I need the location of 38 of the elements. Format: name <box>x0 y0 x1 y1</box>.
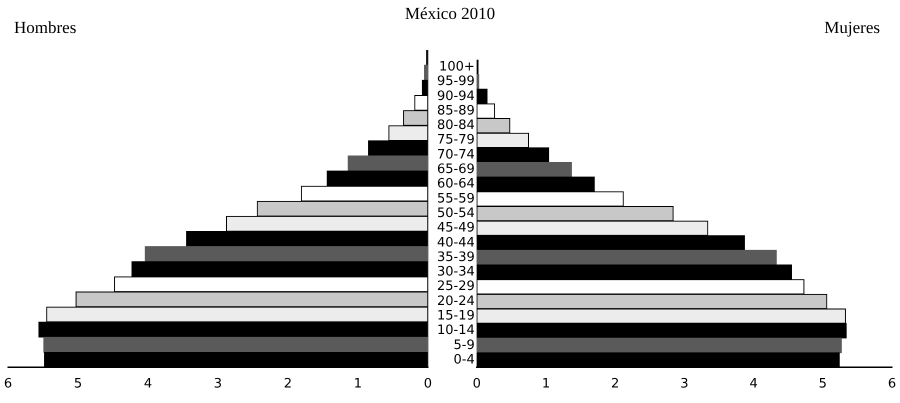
x-tick-label: 2 <box>611 376 620 392</box>
y-tick-label: 10-14 <box>436 323 475 338</box>
x-tick-label: 5 <box>818 376 827 392</box>
x-tick-label: 5 <box>74 376 82 392</box>
y-tick-label: 85-89 <box>436 103 475 118</box>
y-tick-label: 65-69 <box>436 162 475 178</box>
x-tick-label: 1 <box>354 376 362 392</box>
y-tick-label: 25-29 <box>436 279 475 294</box>
y-tick-label: 80-84 <box>436 118 475 134</box>
x-tick-label: 6 <box>4 376 12 392</box>
y-tick-label: 0-4 <box>454 352 475 368</box>
y-tick-label: 5-9 <box>454 338 475 353</box>
y-tick-label: 90-94 <box>436 88 475 104</box>
y-tick-label: 70-74 <box>436 147 475 162</box>
chart-title: Hombres <box>14 18 76 38</box>
x-tick-label: 3 <box>214 376 222 392</box>
y-tick-label: 45-49 <box>436 220 475 236</box>
y-tick-label: 50-54 <box>436 206 475 221</box>
x-tick-label: 6 <box>888 376 896 392</box>
y-tick-label: 75-79 <box>436 132 475 148</box>
x-tick-label: 0 <box>424 376 432 392</box>
y-tick-label: 35-39 <box>436 250 475 265</box>
y-tick-label: 55-59 <box>436 191 475 206</box>
x-tick-label: 2 <box>284 376 292 392</box>
x-tick-label: 0 <box>472 376 481 392</box>
y-tick-label: 20-24 <box>436 294 475 309</box>
x-tick-label: 1 <box>542 376 550 392</box>
text: México 2010 <box>404 4 496 23</box>
chart-title: Mujeres <box>824 18 880 38</box>
y-tick-label: 100+ <box>439 60 475 74</box>
x-tick-label: 3 <box>680 376 689 392</box>
x-tick-label: 4 <box>749 376 758 392</box>
y-tick-label: 60-64 <box>436 176 475 192</box>
y-tick-label: 40-44 <box>436 235 475 250</box>
y-tick-label: 95-99 <box>436 74 475 90</box>
y-tick-label: 15-19 <box>436 308 475 324</box>
y-tick-label: 30-34 <box>436 264 475 280</box>
x-tick-label: 4 <box>144 376 152 392</box>
